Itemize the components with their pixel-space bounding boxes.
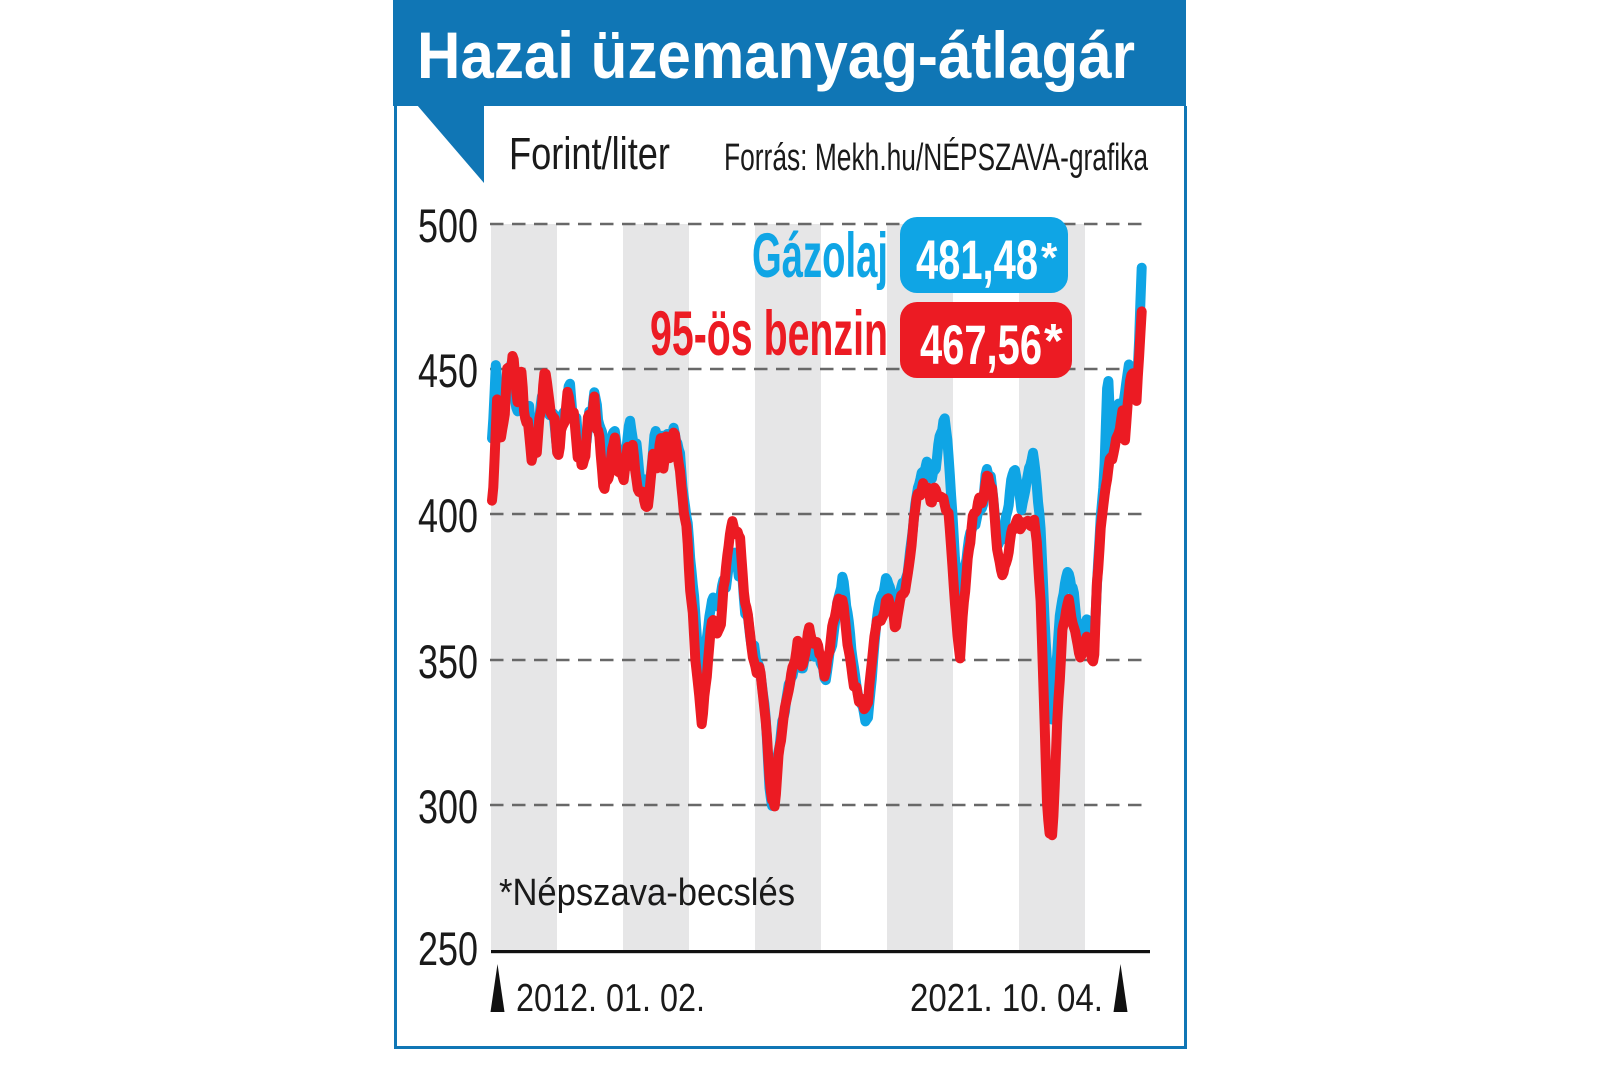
svg-text:Forint/liter: Forint/liter [509, 128, 670, 179]
svg-text:*: * [1041, 234, 1058, 281]
svg-text:450: 450 [418, 344, 478, 397]
svg-text:300: 300 [418, 780, 478, 833]
svg-text:*: * [1044, 315, 1063, 368]
svg-text:Gázolaj: Gázolaj [752, 221, 888, 291]
svg-text:467,56: 467,56 [920, 313, 1042, 376]
svg-text:*Népszava-becslés: *Népszava-becslés [499, 872, 795, 914]
svg-text:2021. 10. 04.: 2021. 10. 04. [910, 977, 1103, 1020]
svg-text:2012. 01. 02.: 2012. 01. 02. [516, 977, 705, 1020]
svg-text:350: 350 [418, 635, 478, 688]
svg-text:95-ös benzin: 95-ös benzin [650, 299, 888, 369]
svg-text:481,48: 481,48 [916, 228, 1038, 291]
svg-text:Forrás: Mekh.hu/NÉPSZAVA-grafi: Forrás: Mekh.hu/NÉPSZAVA-grafika [724, 136, 1149, 179]
svg-text:400: 400 [418, 489, 478, 542]
svg-text:Hazai üzemanyag-átlagár: Hazai üzemanyag-átlagár [417, 18, 1135, 92]
svg-text:500: 500 [418, 199, 478, 252]
svg-text:250: 250 [418, 922, 478, 975]
